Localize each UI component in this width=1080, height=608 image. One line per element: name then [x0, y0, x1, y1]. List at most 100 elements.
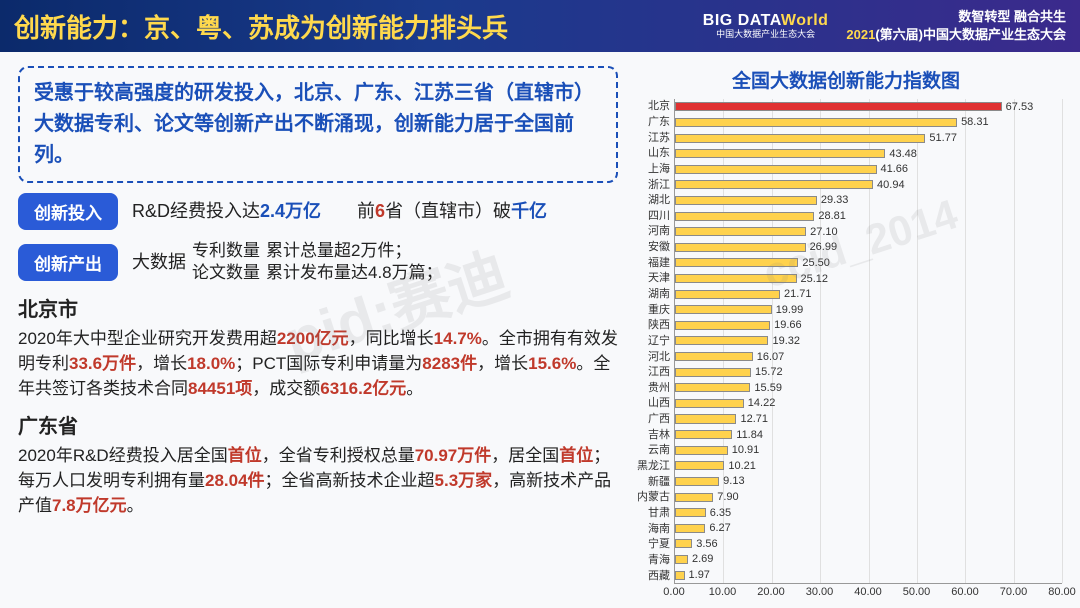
chart-bar-value: 41.66: [881, 163, 909, 175]
tagline-line1: 数智转型 融合共生: [846, 8, 1066, 26]
chart-ylabel: 北京: [630, 99, 670, 115]
chart-bar-row: 15.72: [675, 364, 1062, 380]
chart-ylabel: 河南: [630, 224, 670, 240]
chart-bar: [675, 165, 877, 174]
event-year: 2021: [846, 27, 875, 42]
chart-bar-row: 7.90: [675, 489, 1062, 505]
guangdong-block: 广东省 2020年R&D经费投入居全国首位，全省专利授权总量70.97万件，居全…: [18, 411, 618, 518]
chart-bar-value: 2.69: [692, 553, 713, 565]
chart-bar-row: 25.12: [675, 271, 1062, 287]
chart-ylabel: 陕西: [630, 318, 670, 334]
chart-bar-value: 25.12: [801, 273, 829, 285]
beijing-block: 北京市 2020年大中型企业研究开发费用超2200亿元，同比增长14.7%。全市…: [18, 294, 618, 401]
chart-bar: [675, 274, 797, 283]
chart-bar-value: 26.99: [810, 241, 838, 253]
chart-ylabel: 黑龙江: [630, 459, 670, 475]
chart-bar: [675, 134, 925, 143]
chart-xtick: 50.00: [903, 586, 931, 598]
chart-bar-row: 10.21: [675, 458, 1062, 474]
chart-ylabel: 山西: [630, 396, 670, 412]
chart-bar: [675, 524, 705, 533]
innovation-input-row: 创新投入 R&D经费投入达2.4万亿 前6省（直辖市）破千亿: [18, 193, 618, 230]
slide-body: 受惠于较高强度的研发投入，北京、广东、江苏三省（直辖市）大数据专利、论文等创新产…: [0, 52, 1080, 608]
logo-world: World: [781, 12, 829, 29]
chart-ylabel: 海南: [630, 521, 670, 537]
chart-bar-row: 12.71: [675, 411, 1062, 427]
chart-bar-row: 11.84: [675, 427, 1062, 443]
chart-bar: [675, 461, 724, 470]
chart-ylabel: 江苏: [630, 130, 670, 146]
chart-bar: [675, 290, 780, 299]
chart-bar-row: 58.31: [675, 115, 1062, 131]
chart-bar: [675, 539, 692, 548]
chart-bar-value: 15.59: [754, 382, 782, 394]
chart-bar-row: 10.91: [675, 442, 1062, 458]
chart-ylabel: 内蒙古: [630, 490, 670, 506]
chart-bar: [675, 243, 806, 252]
chart-xaxis: 0.0010.0020.0030.0040.0050.0060.0070.008…: [674, 586, 1062, 600]
chart-bar-row: 6.27: [675, 520, 1062, 536]
chart-bar-value: 14.22: [748, 397, 776, 409]
beijing-text: 2020年大中型企业研究开发费用超2200亿元，同比增长14.7%。全市拥有有效…: [18, 326, 618, 401]
chart-bar: [675, 430, 732, 439]
chart-bar: [675, 352, 753, 361]
chart-bar-value: 67.53: [1006, 101, 1034, 113]
chart-bar-row: 67.53: [675, 99, 1062, 115]
chart-bar: [675, 446, 728, 455]
chart-bars: 67.5358.3151.7743.4841.6640.9429.3328.81…: [675, 99, 1062, 583]
chart-bar-row: 2.69: [675, 552, 1062, 568]
chart-ylabels: 北京广东江苏山东上海浙江湖北四川河南安徽福建天津湖南重庆陕西辽宁河北江西贵州山西…: [630, 99, 674, 584]
chart-bar-row: 14.22: [675, 396, 1062, 412]
chart-bar: [675, 118, 957, 127]
output-sub: 专利数量 论文数量: [192, 240, 260, 284]
chart-bar-value: 7.90: [717, 491, 738, 503]
chart-bar: [675, 258, 798, 267]
chart-ylabel: 青海: [630, 553, 670, 569]
chart-bar-row: 21.71: [675, 286, 1062, 302]
event-name: (第六届)中国大数据产业生态大会: [875, 27, 1066, 42]
chart-bar-row: 19.99: [675, 302, 1062, 318]
logo-sub: 中国大数据产业生态大会: [716, 30, 815, 40]
chart-ylabel: 四川: [630, 208, 670, 224]
slide-title: 创新能力：京、粤、苏成为创新能力排头兵: [14, 8, 703, 45]
logo-main: BIG DATA: [703, 12, 781, 29]
chart-xtick: 20.00: [757, 586, 785, 598]
chart-bar-row: 51.77: [675, 130, 1062, 146]
chart-bar: [675, 102, 1002, 111]
chart-bar-row: 28.81: [675, 208, 1062, 224]
chart-bar-value: 25.50: [802, 257, 830, 269]
chart-bar-value: 19.32: [772, 335, 800, 347]
chart-ylabel: 甘肃: [630, 506, 670, 522]
left-column: 受惠于较高强度的研发投入，北京、广东、江苏三省（直辖市）大数据专利、论文等创新产…: [18, 66, 618, 600]
chart-bar: [675, 493, 713, 502]
chart-bar: [675, 414, 736, 423]
chart-bar: [675, 383, 750, 392]
chart-ylabel: 安徽: [630, 240, 670, 256]
right-column: 全国大数据创新能力指数图 北京广东江苏山东上海浙江湖北四川河南安徽福建天津湖南重…: [630, 66, 1062, 600]
chart-ylabel: 湖北: [630, 193, 670, 209]
chart-bar: [675, 336, 768, 345]
chart-ylabel: 广西: [630, 412, 670, 428]
chart-bar-row: 15.59: [675, 380, 1062, 396]
pill-input: 创新投入: [18, 193, 118, 230]
chart-ylabel: 重庆: [630, 302, 670, 318]
chart-bar: [675, 212, 814, 221]
chart-xtick: 70.00: [1000, 586, 1028, 598]
chart-xtick: 80.00: [1048, 586, 1076, 598]
event-logo: BIG DATAWorld 中国大数据产业生态大会: [703, 12, 829, 39]
chart-bar-value: 58.31: [961, 116, 989, 128]
chart-bar-value: 6.35: [710, 507, 731, 519]
chart-ylabel: 山东: [630, 146, 670, 162]
beijing-title: 北京市: [18, 296, 618, 326]
chart-bar-value: 29.33: [821, 194, 849, 206]
innovation-output-row: 创新产出 大数据 专利数量 论文数量 累计总量超2万件； 累计发布量达4.8万篇…: [18, 240, 618, 284]
chart-area: 北京广东江苏山东上海浙江湖北四川河南安徽福建天津湖南重庆陕西辽宁河北江西贵州山西…: [630, 99, 1062, 584]
chart-bar: [675, 321, 770, 330]
chart-bar-value: 16.07: [757, 351, 785, 363]
chart-xtick: 0.00: [663, 586, 684, 598]
chart-bar-value: 6.27: [709, 522, 730, 534]
chart-bar-row: 6.35: [675, 505, 1062, 521]
chart-ylabel: 福建: [630, 255, 670, 271]
chart-bar-value: 1.97: [689, 569, 710, 581]
chart-title: 全国大数据创新能力指数图: [630, 66, 1062, 93]
